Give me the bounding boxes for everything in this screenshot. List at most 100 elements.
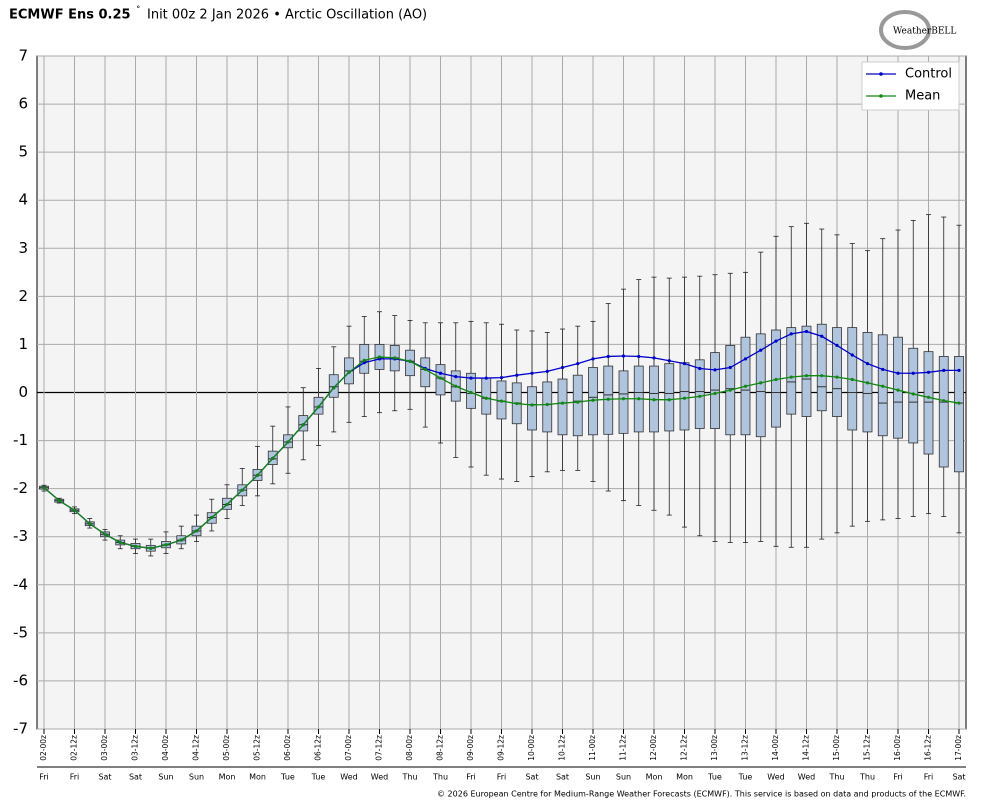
x-tick-label: 03-00z (100, 735, 109, 761)
series-point (698, 394, 702, 398)
box (923, 351, 934, 455)
series-point (316, 405, 321, 409)
day-label: Sun (585, 773, 600, 782)
series-point (438, 376, 443, 380)
box (572, 374, 583, 437)
series-point (515, 373, 519, 377)
series-point (393, 356, 397, 360)
series-point (667, 398, 671, 402)
x-tick-label: 12-12z (680, 735, 689, 761)
series-point (759, 348, 763, 352)
x-tick-label: 05-00z (222, 735, 231, 761)
box (755, 333, 766, 438)
box (557, 378, 568, 436)
series-point (240, 488, 244, 492)
box (832, 327, 842, 417)
box (542, 381, 553, 433)
day-label: Thu (859, 773, 875, 782)
marks (39, 214, 964, 557)
series-point (865, 362, 870, 366)
y-tick-label: 4 (18, 191, 28, 209)
day-label: Tue (311, 773, 326, 782)
x-tick-label: 09-12z (497, 735, 506, 761)
series-point (530, 371, 534, 375)
y-tick-label: -6 (13, 671, 28, 689)
series-point (454, 375, 458, 379)
x-tick-label: 05-12z (253, 735, 262, 761)
series-point (606, 354, 610, 359)
series-point (820, 334, 824, 338)
series-point (545, 402, 549, 407)
series-point (621, 354, 626, 358)
box (816, 323, 827, 412)
series-point (652, 356, 656, 360)
legend-swatch-dot (879, 94, 883, 98)
series-point (774, 339, 778, 343)
x-tick-label: 07-12z (375, 735, 384, 761)
series-point (530, 403, 534, 407)
day-label: Fri (39, 773, 49, 782)
logo: WeatherBELL (893, 27, 956, 37)
series-point (576, 400, 580, 404)
series-point (774, 377, 778, 382)
series-point (576, 362, 580, 366)
series-point (103, 532, 107, 536)
series-point (667, 359, 671, 363)
box (328, 374, 339, 398)
x-tick-label: 06-12z (314, 735, 323, 761)
series-point (698, 366, 702, 371)
x-tick-label: 14-00z (771, 735, 780, 761)
day-label: Mon (646, 773, 663, 782)
x-tick-label: 17-00z (954, 735, 963, 761)
box (786, 327, 797, 415)
day-label: Sun (189, 773, 204, 782)
series-point (499, 399, 504, 403)
x-tick-label: 09-00z (466, 735, 475, 761)
day-label: Mon (219, 773, 236, 782)
series-point (835, 343, 839, 347)
series-point (469, 390, 473, 395)
series-point (362, 358, 366, 362)
series-point (881, 367, 885, 372)
grid: -7 -6 -5 -4 -3 -2 -1 0 1 2 3 4 5 6 7 02-00z Fri 02-12z Fri… (13, 47, 966, 782)
legend (861, 61, 960, 111)
y-tick-label: 6 (18, 95, 28, 113)
day-label: Thu (432, 773, 448, 782)
y-tick-label: -1 (13, 431, 28, 449)
legend-swatch-dot (879, 72, 883, 76)
y-tick-label: -2 (13, 479, 28, 497)
day-label: Sat (129, 773, 142, 782)
box (481, 377, 492, 415)
day-label: Sat (556, 773, 569, 782)
series-point (789, 375, 793, 379)
day-label: Sun (158, 773, 173, 782)
series-point (149, 546, 153, 550)
day-label: Tue (280, 773, 295, 782)
series-point (423, 367, 427, 372)
series-point (820, 374, 824, 378)
series-point (57, 499, 61, 503)
series-point (896, 371, 900, 375)
x-tick-label: 02-12z (70, 735, 79, 761)
y-tick-label: -5 (13, 623, 28, 641)
day-label: Sat (525, 773, 538, 782)
footer: © 2026 European Centre for Medium-Range … (437, 790, 966, 799)
x-tick-label: 13-00z (710, 735, 719, 761)
day-label: Mon (676, 773, 693, 782)
day-label: Sat (98, 773, 111, 782)
series-point (210, 515, 214, 520)
series-point (926, 370, 931, 374)
legend-label: Mean (905, 89, 940, 104)
box (679, 362, 690, 431)
y-tick-label: 1 (18, 335, 28, 353)
y-tick-label: 5 (18, 143, 28, 161)
x-tick-label: 11-00z (588, 735, 597, 761)
series-point (591, 398, 595, 402)
day-label: Sun (616, 773, 631, 782)
series-point (911, 371, 915, 375)
day-label: Fri (924, 773, 934, 782)
series-point (42, 486, 46, 490)
y-tick-label: 3 (18, 239, 28, 257)
x-tick-label: 15-00z (832, 735, 841, 761)
title-mark: ˚ (136, 6, 141, 17)
